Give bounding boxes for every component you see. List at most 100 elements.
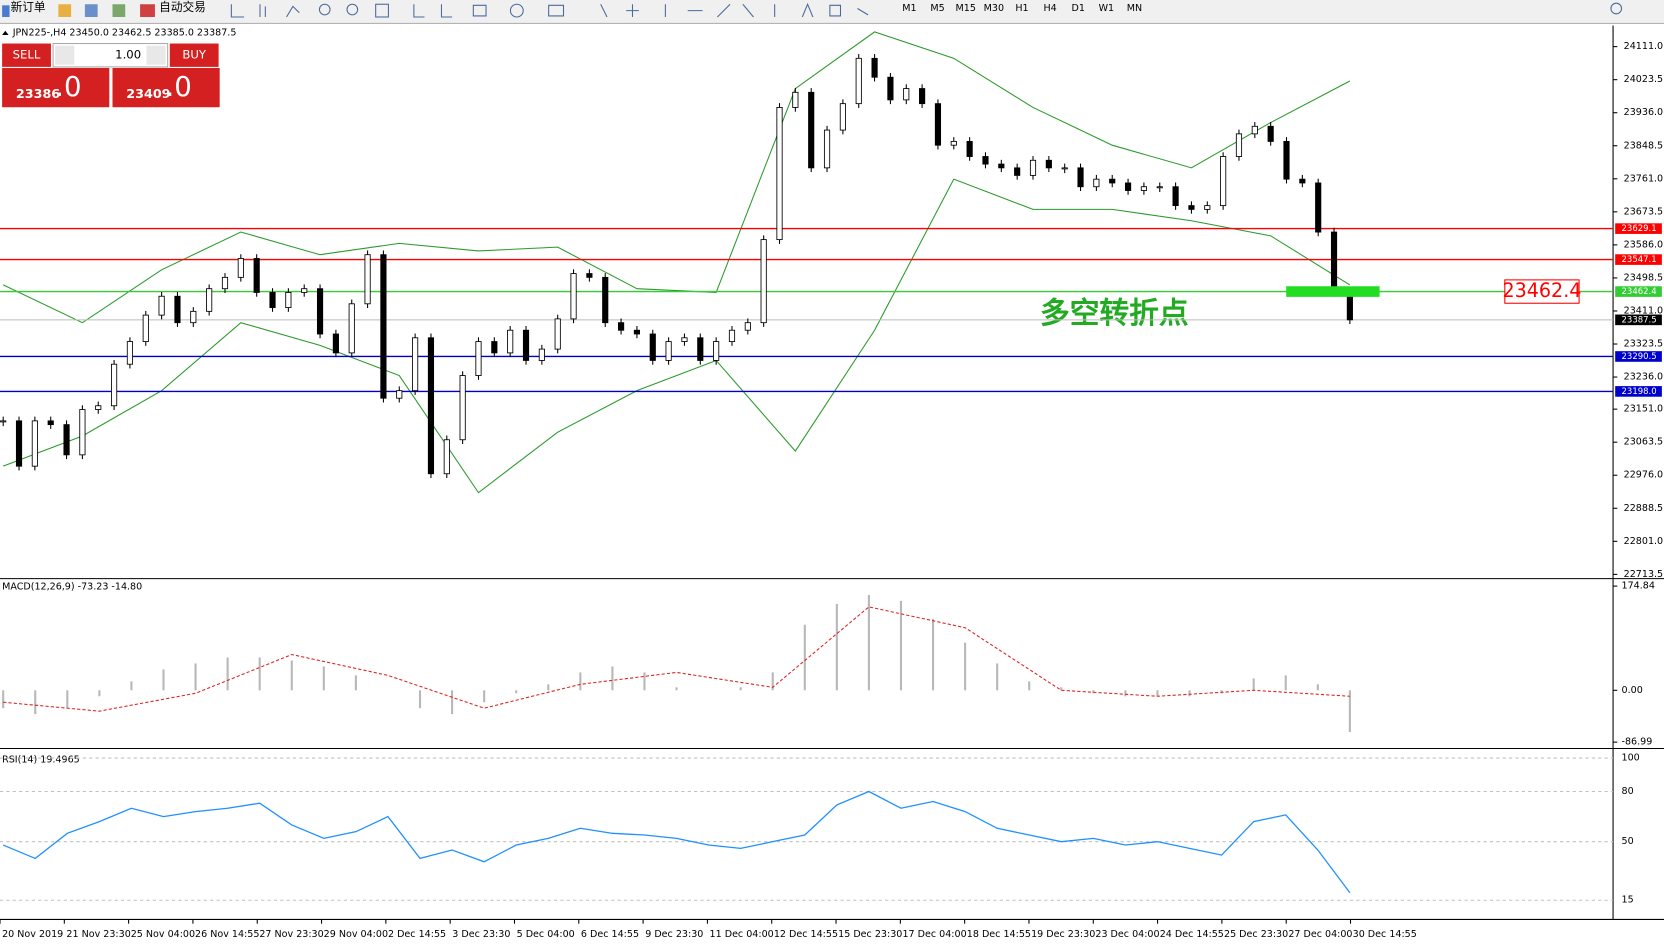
x-tick-label: 11 Dec 04:00 — [710, 929, 774, 940]
candle-body — [586, 273, 593, 278]
candle-body — [348, 303, 355, 354]
candle-body — [1330, 231, 1338, 293]
candle-body — [237, 258, 244, 278]
y-tick-label: 23151.0 — [1624, 404, 1663, 415]
zoom-in[interactable] — [318, 3, 331, 16]
macd-bar — [1284, 675, 1287, 691]
macd-bar — [354, 675, 357, 691]
current-price-tag — [1615, 314, 1662, 326]
zoom-out[interactable] — [346, 3, 359, 16]
candle-body — [1251, 125, 1258, 135]
candle-body — [998, 163, 1005, 169]
macd-bar — [771, 672, 774, 691]
timeframe[interactable]: M5 — [930, 3, 944, 14]
candle-body — [1299, 178, 1306, 184]
tool-icons[interactable] — [413, 2, 869, 18]
timeframe[interactable]: M1 — [902, 3, 916, 14]
candle-body — [206, 288, 213, 312]
timeframe[interactable]: M30 — [984, 3, 1004, 14]
macd-bar — [2, 690, 5, 709]
candle-body — [887, 76, 894, 101]
candle-body — [618, 322, 625, 331]
candle-body — [15, 420, 23, 467]
lots-input[interactable] — [52, 43, 169, 68]
sell-button[interactable] — [2, 43, 51, 67]
search[interactable] — [1610, 2, 1623, 15]
macd-bar — [483, 690, 486, 703]
candle-body — [1140, 186, 1147, 191]
level-label: 23290.5 — [1622, 352, 1657, 362]
ask-box[interactable] — [112, 67, 220, 108]
macd-bar — [418, 690, 422, 709]
buy-label[interactable]: BUY — [182, 48, 207, 62]
icon[interactable] — [140, 4, 155, 17]
icon[interactable] — [112, 4, 126, 17]
auto-trading[interactable]: 自动交易 — [159, 0, 206, 14]
y-tick-label: 15 — [1622, 895, 1634, 906]
timeframe[interactable]: MN — [1127, 3, 1142, 14]
timeframe[interactable]: H1 — [1015, 3, 1028, 14]
candle-body — [871, 57, 878, 78]
tile[interactable] — [375, 3, 389, 18]
x-tick-label: 5 Dec 04:00 — [517, 929, 575, 940]
macd-bar — [226, 657, 229, 691]
new-order[interactable]: 新订单 — [11, 0, 46, 14]
tool-icons[interactable] — [230, 4, 300, 18]
macd-bar — [515, 690, 518, 694]
y-tick-label: 22976.0 — [1624, 470, 1663, 481]
x-tick-label: 27 Nov 23:30 — [259, 929, 323, 940]
macd-bar — [675, 687, 678, 691]
ask-fraction[interactable]: .0 — [166, 70, 192, 103]
candle-body — [744, 322, 751, 331]
level-label: 23629.1 — [1622, 224, 1657, 234]
lots-up[interactable] — [146, 45, 166, 65]
icon[interactable] — [58, 4, 72, 17]
y-tick-label: 23411.0 — [1624, 305, 1663, 316]
lots-value[interactable]: 1.00 — [115, 48, 141, 62]
bollinger-band — [2, 178, 1351, 494]
candle-body — [823, 129, 831, 169]
candle-body — [1124, 182, 1132, 191]
level-tag — [1615, 286, 1662, 297]
timeframe[interactable]: M15 — [956, 3, 976, 14]
candle-body — [1283, 140, 1290, 180]
level-tag — [1615, 223, 1662, 234]
ask[interactable]: 23409 — [126, 87, 170, 102]
level-label: 23547.1 — [1622, 255, 1657, 265]
candle-body — [142, 314, 149, 342]
candle-body — [665, 341, 672, 361]
x-tick-label: 26 Nov 14:55 — [195, 929, 259, 940]
collapse-arrow[interactable] — [2, 30, 9, 36]
x-tick-label: 20 Nov 2019 — [2, 929, 63, 940]
timeframe[interactable]: D1 — [1071, 3, 1084, 14]
level-label: 23462.4 — [1622, 287, 1657, 297]
macd-bar — [258, 657, 261, 691]
lots-down[interactable] — [55, 45, 75, 65]
candle-body — [792, 91, 799, 108]
candle-body — [602, 276, 609, 324]
candle-body — [1267, 125, 1274, 142]
timeframe[interactable]: W1 — [1099, 3, 1115, 14]
candle-body — [301, 288, 308, 293]
candle-body — [760, 239, 767, 324]
candle-body — [1188, 205, 1195, 210]
x-tick-label: 23 Dec 04:00 — [1095, 929, 1159, 940]
candle-body — [808, 91, 815, 169]
y-tick-label: 23673.5 — [1624, 206, 1663, 217]
candle-body — [79, 409, 86, 456]
y-tick-label: 23761.0 — [1624, 173, 1663, 184]
annotation: 多空转折点 — [1040, 296, 1189, 331]
bid[interactable]: 23386 — [16, 87, 60, 102]
buy-button[interactable] — [169, 43, 219, 67]
candle-body — [1045, 159, 1052, 169]
candle-body — [1077, 167, 1084, 188]
bid-fraction[interactable]: .0 — [55, 70, 81, 103]
timeframe[interactable]: H4 — [1043, 3, 1056, 14]
bid-box[interactable] — [2, 67, 110, 108]
y-tick-label: 23323.5 — [1624, 339, 1663, 350]
chart-tools — [230, 2, 1623, 18]
icon[interactable] — [84, 4, 98, 17]
sell-label[interactable]: SELL — [13, 48, 41, 62]
y-tick-label: 100 — [1622, 753, 1640, 764]
